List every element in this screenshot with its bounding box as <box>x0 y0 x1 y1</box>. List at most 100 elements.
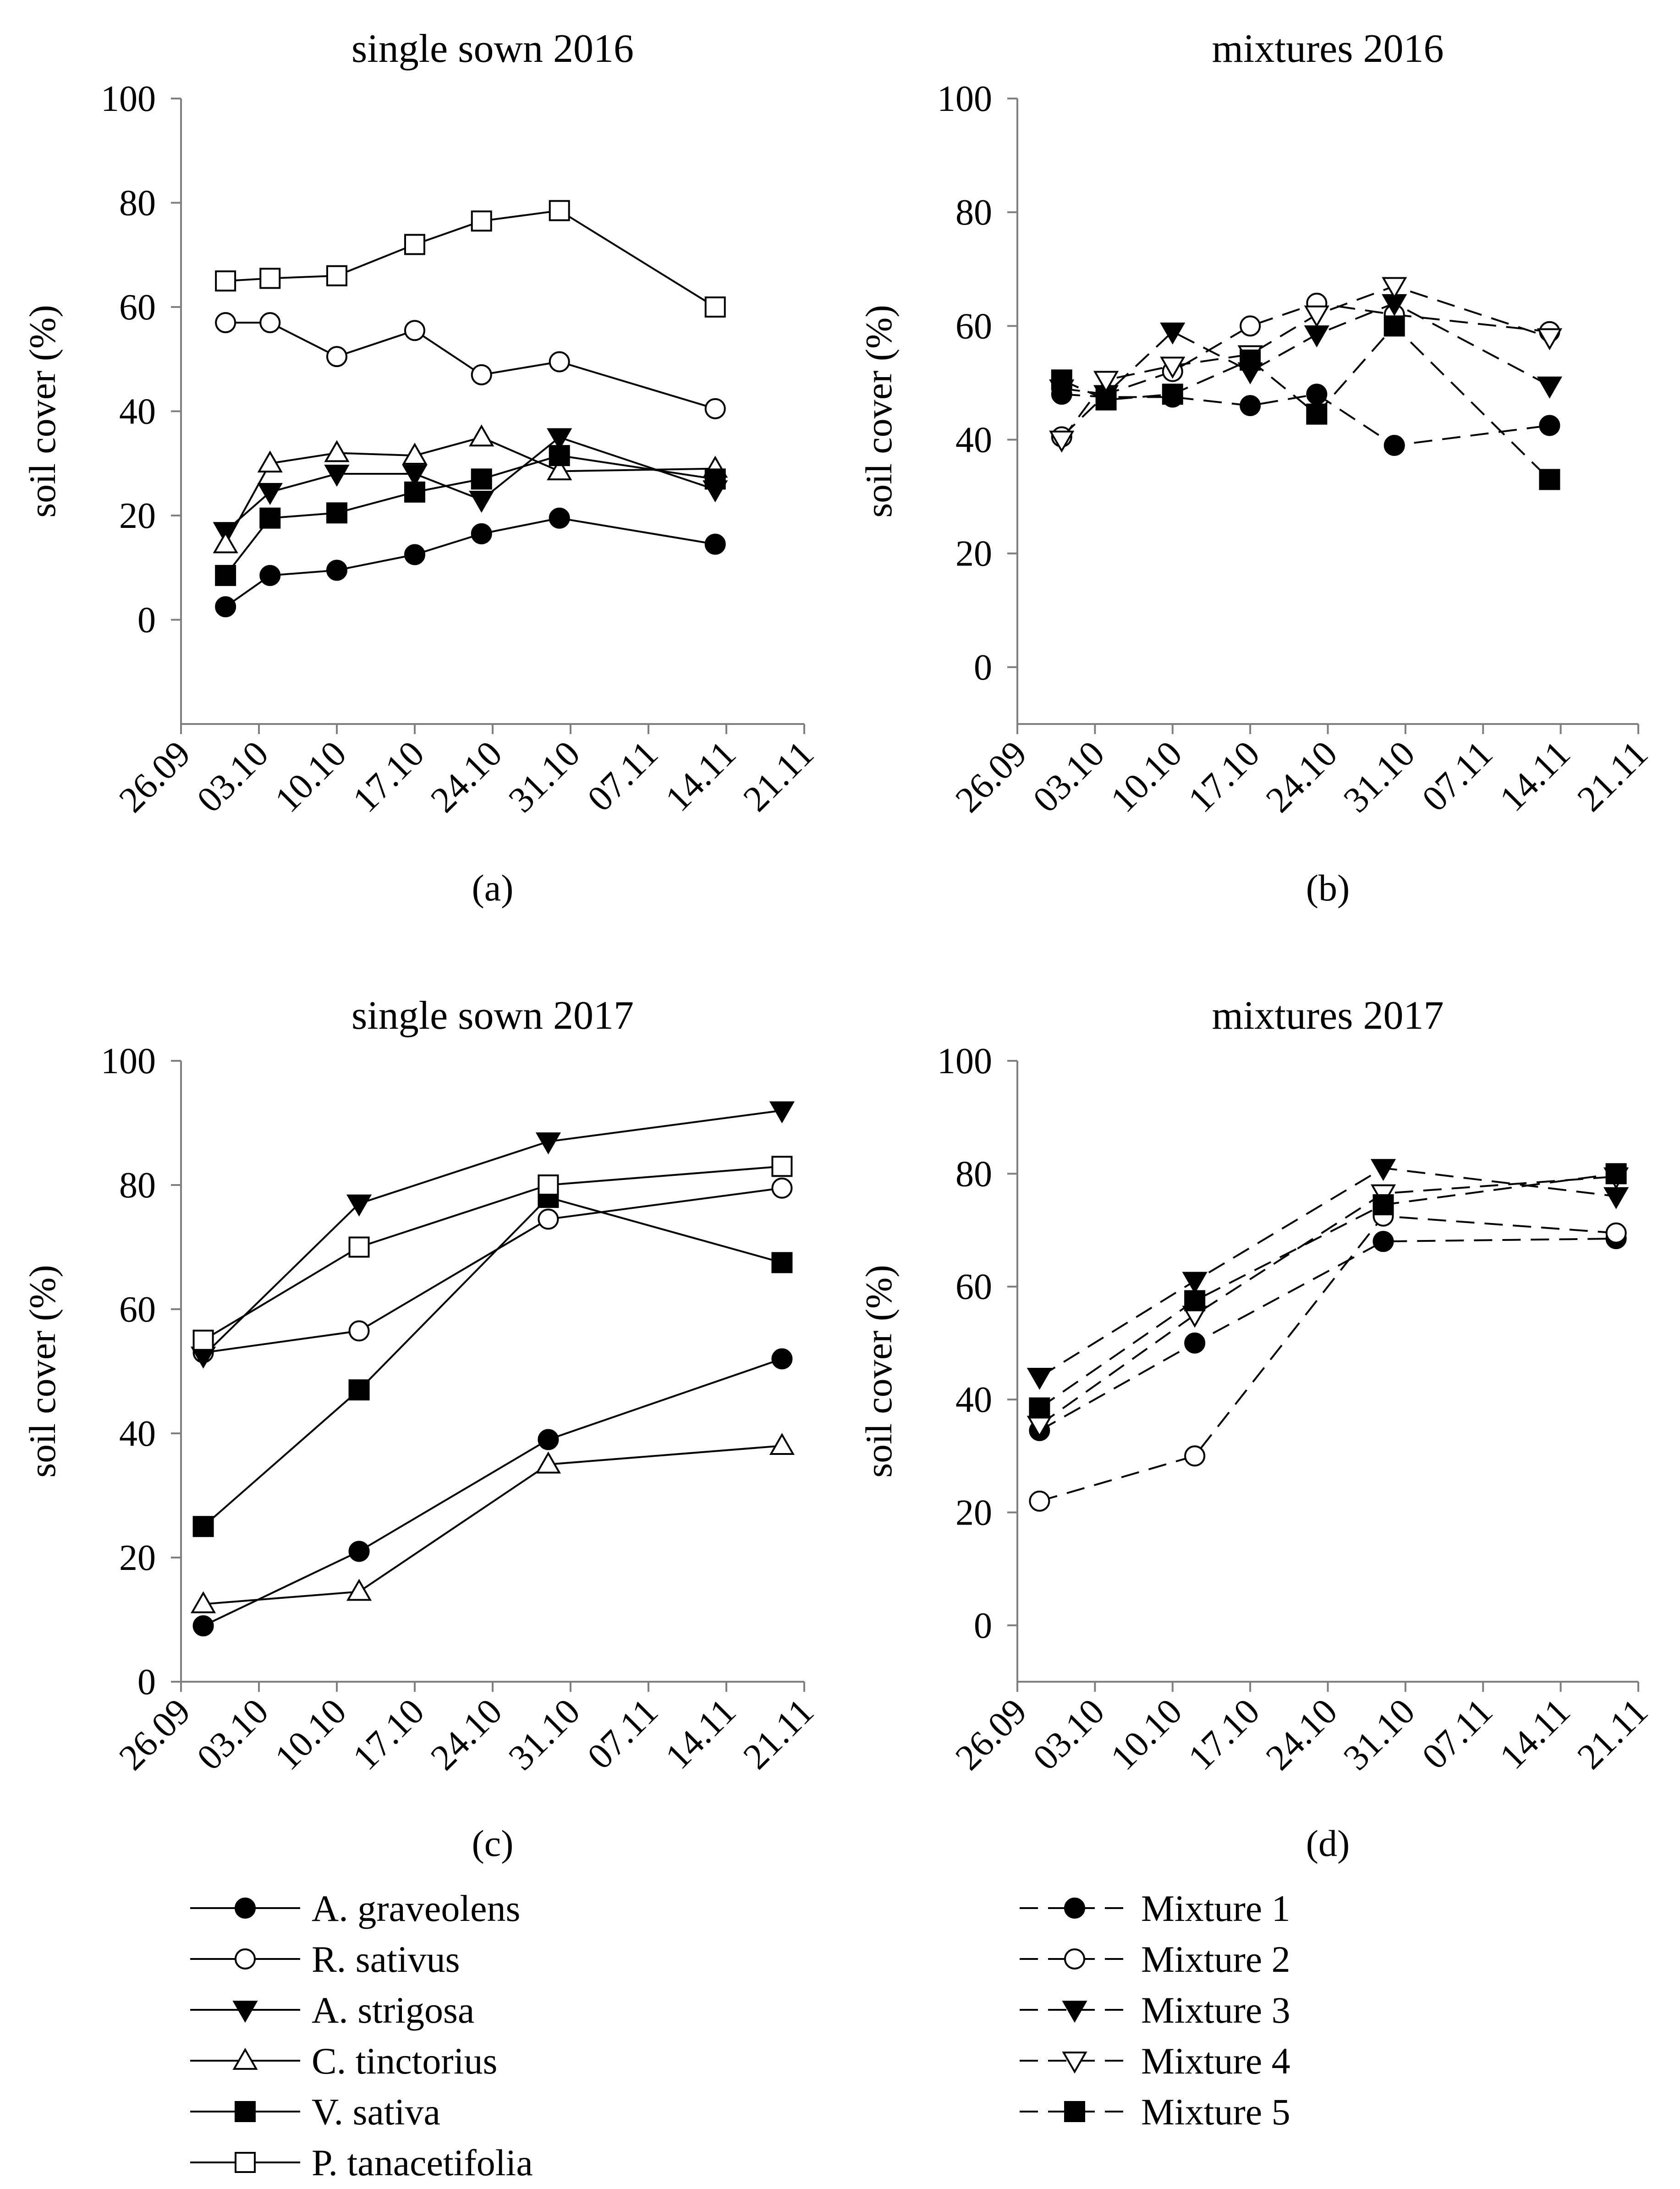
x-tick-label: 10.10 <box>1103 1691 1190 1778</box>
series-line <box>1061 393 1550 447</box>
data-point <box>1373 1231 1394 1252</box>
legend-single: A. graveolens R. sativus A. strigosa C. tin… <box>190 1887 533 2184</box>
legend-marker <box>235 1898 256 1919</box>
data-point <box>259 312 281 334</box>
data-point <box>471 468 492 490</box>
series-r-sativus <box>192 1177 793 1363</box>
series-line <box>1039 1238 1616 1432</box>
series-line <box>225 209 716 308</box>
y-tick-label: 0 <box>974 1606 992 1646</box>
data-point <box>769 1101 795 1124</box>
data-point <box>471 364 492 385</box>
series-mixture-1 <box>1029 1228 1627 1441</box>
y-tick-label: 100 <box>101 79 156 119</box>
data-point <box>324 440 350 462</box>
data-point <box>192 1516 214 1537</box>
data-point <box>259 507 281 529</box>
legend-marker <box>232 2047 258 2070</box>
chart-panel-2: mixtures 2016 (b) soil cover (%) 0 20 40 60 80 1… <box>858 27 1656 909</box>
data-point <box>1370 1159 1396 1181</box>
data-point <box>326 560 347 581</box>
data-point <box>1539 415 1560 436</box>
legend-marker <box>1062 2001 1087 2023</box>
y-tick-label: 60 <box>955 306 992 346</box>
series-line <box>203 1196 782 1527</box>
data-point <box>192 1329 214 1351</box>
data-point <box>404 481 425 503</box>
series-mixture-2 <box>1029 1205 1627 1512</box>
data-point <box>704 468 726 490</box>
legend-marker <box>1062 2052 1087 2074</box>
data-point <box>259 565 281 586</box>
data-point <box>326 502 347 524</box>
data-point <box>771 1348 793 1370</box>
data-point <box>1306 384 1328 405</box>
data-point <box>1240 395 1261 417</box>
data-point <box>348 1320 370 1342</box>
series-line <box>225 436 715 545</box>
legend-entry: Mixture 2 <box>1020 1938 1290 1980</box>
y-axis-label: soil cover (%) <box>858 1265 900 1478</box>
data-point <box>215 312 236 334</box>
data-point <box>1029 1397 1050 1419</box>
data-point <box>215 565 236 586</box>
panel-label: (b) <box>1306 867 1350 909</box>
data-point <box>192 1615 214 1637</box>
data-point <box>1095 389 1117 411</box>
chart-panel-3: single sown 2017 (c) soil cover (%) 0 20 40 60… <box>22 993 822 1864</box>
legend-entry: C. tinctorius <box>190 2040 497 2082</box>
legend-entry: Mixture 3 <box>1020 1989 1290 2031</box>
data-point <box>404 544 425 565</box>
series-line <box>203 1187 782 1354</box>
y-tick-label: 60 <box>955 1267 992 1307</box>
legend-label: A. strigosa <box>312 1989 474 2031</box>
x-tick-label: 03.10 <box>189 734 276 821</box>
data-point <box>215 270 236 292</box>
data-point <box>348 1379 370 1401</box>
legend-entry: Mixture 5 <box>1020 2091 1290 2133</box>
chart-panel-1: single sown 2016 (a) soil cover (%) 0 20 40 60… <box>22 27 822 909</box>
x-tick-label: 14.11 <box>1492 734 1578 819</box>
legend-label: Mixture 2 <box>1141 1938 1290 1980</box>
series-c-tinctorius <box>213 424 728 554</box>
y-tick-label: 100 <box>937 1041 992 1081</box>
series-mixture-1 <box>1051 384 1560 456</box>
data-point <box>1184 1332 1206 1354</box>
data-point <box>547 458 572 481</box>
data-point <box>346 1579 372 1601</box>
series-line <box>203 1165 782 1341</box>
data-point <box>348 1541 370 1562</box>
legend-marker <box>1064 1948 1085 1970</box>
data-point <box>1049 430 1075 453</box>
x-tick-label: 26.09 <box>948 734 1035 821</box>
legend-entry: Mixture 4 <box>1020 2040 1290 2082</box>
data-point <box>1184 1445 1206 1467</box>
x-tick-label: 03.10 <box>189 1691 276 1778</box>
y-tick-label: 0 <box>137 1662 156 1702</box>
data-point <box>215 596 236 618</box>
series-mixture-5 <box>1051 315 1560 490</box>
data-point <box>1603 1187 1629 1209</box>
data-point <box>404 234 425 255</box>
legend-entry: A. strigosa <box>190 1989 474 2031</box>
legend-label: P. tanacetifolia <box>312 2142 533 2184</box>
panel-label: (a) <box>472 867 513 909</box>
legend-label: V. sativa <box>312 2091 440 2133</box>
x-tick-label: 10.10 <box>267 1691 354 1778</box>
data-point <box>1382 277 1407 299</box>
x-tick-label: 31.10 <box>501 734 588 821</box>
series-r-sativus <box>215 312 726 419</box>
y-tick-label: 100 <box>937 79 992 119</box>
data-point <box>549 200 570 221</box>
x-tick-label: 24.10 <box>1258 734 1345 821</box>
data-point <box>257 450 283 473</box>
data-point <box>471 523 492 544</box>
legend-marker <box>1064 2101 1085 2122</box>
series-v-sativa <box>215 445 726 586</box>
legend-label: Mixture 4 <box>1141 2040 1290 2082</box>
data-point <box>190 1591 216 1613</box>
series-line <box>1061 302 1550 395</box>
legend-mixtures: Mixture 1 Mixture 2 Mixture 3 Mixture 4 Mixt… <box>1020 1887 1290 2133</box>
series-mixture-4 <box>1027 1167 1629 1438</box>
